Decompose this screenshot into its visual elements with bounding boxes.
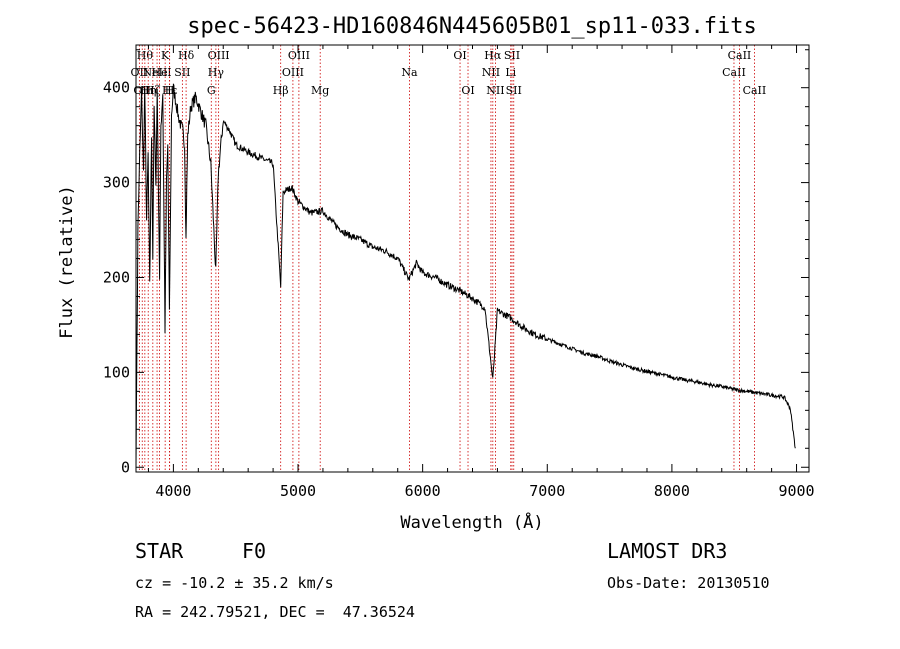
line-label-17: OIII	[288, 49, 310, 62]
line-label-20: OI	[453, 49, 466, 62]
line-label-6: He	[152, 66, 168, 79]
line-label-30: CaII	[743, 84, 767, 97]
line-label-4: Hζ	[145, 84, 161, 97]
ra-dec: RA = 242.79521, DEC = 47.36524	[135, 603, 415, 621]
line-label-19: Na	[401, 66, 418, 79]
x-tick-label-7000: 7000	[529, 482, 565, 500]
line-label-27: SII	[506, 84, 522, 97]
axis-ticks: 4000 5000 6000 7000 8000 9000 0 100 200 300 400	[103, 45, 815, 500]
y-tick-label-100: 100	[103, 363, 130, 381]
line-label-29: CaII	[728, 49, 752, 62]
line-label-13: Hγ	[208, 66, 225, 79]
y-tick-label-0: 0	[121, 458, 130, 476]
line-label-21: OI	[461, 84, 474, 97]
line-label-23: Hα	[484, 49, 502, 62]
spectral-line-markers: OIIOIIHθHηHζNeIIIHeKHHεSIIHδGHγOIIIHβOII…	[131, 45, 767, 472]
x-tick-label-9000: 9000	[778, 482, 814, 500]
y-axis-label: Flux (relative)	[57, 185, 77, 339]
obs-date: Obs-Date: 20130510	[607, 574, 770, 592]
y-tick-label-200: 200	[103, 268, 130, 286]
line-label-16: OIII	[282, 66, 304, 79]
line-label-15: Hβ	[273, 84, 289, 97]
x-axis-label: Wavelength (Å)	[400, 511, 543, 533]
chart-title: spec-56423-HD160846N445605B01_sp11-033.f…	[187, 14, 757, 39]
line-label-24: NII	[486, 84, 504, 97]
line-label-11: Hδ	[178, 49, 195, 62]
survey-name: LAMOST DR3	[607, 539, 728, 563]
x-tick-label-6000: 6000	[405, 482, 441, 500]
y-tick-label-400: 400	[103, 79, 130, 97]
y-tick-label-300: 300	[103, 174, 130, 192]
object-subclass: F0	[242, 539, 267, 563]
line-label-10: SII	[174, 66, 190, 79]
plot-frame	[135, 44, 810, 473]
line-label-12: G	[207, 84, 216, 97]
x-tick-label-4000: 4000	[155, 482, 191, 500]
line-label-14: OIII	[208, 49, 230, 62]
line-label-18: Mg	[311, 84, 329, 97]
line-label-28: CaII	[722, 66, 746, 79]
line-label-26: SII	[504, 49, 520, 62]
object-class: STAR	[135, 539, 184, 563]
x-tick-label-5000: 5000	[280, 482, 316, 500]
line-label-0: OII	[131, 66, 149, 79]
line-label-22: NII	[482, 66, 500, 79]
line-label-7: K	[161, 49, 170, 62]
line-label-2: Hθ	[137, 49, 154, 62]
redshift-cz: cz = -10.2 ± 35.2 km/s	[135, 574, 334, 592]
line-label-5: NeIII	[142, 66, 171, 79]
spectrum-series-line	[135, 83, 796, 468]
line-label-25: Li	[505, 66, 516, 79]
x-tick-label-8000: 8000	[654, 482, 690, 500]
